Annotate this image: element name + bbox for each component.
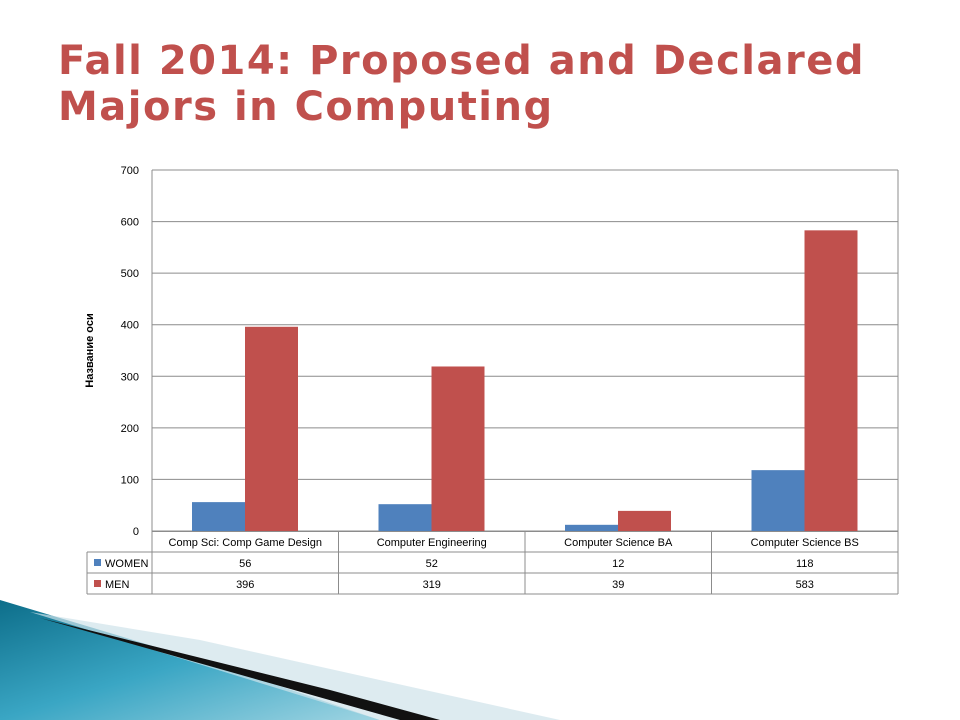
data-table-value: 118 bbox=[796, 558, 814, 570]
y-tick-label: 700 bbox=[121, 165, 139, 177]
data-table-value: 52 bbox=[426, 558, 438, 570]
data-table-value: 56 bbox=[239, 558, 251, 570]
bar-women-0 bbox=[192, 502, 245, 531]
bar-men-0 bbox=[245, 326, 298, 531]
x-category-label: Comp Sci: Comp Game Design bbox=[169, 537, 322, 549]
legend-key-men bbox=[94, 580, 101, 587]
y-tick-label: 100 bbox=[121, 474, 139, 486]
y-tick-label: 0 bbox=[133, 526, 139, 538]
data-table-value: 319 bbox=[423, 579, 441, 591]
legend-key-women bbox=[94, 559, 101, 566]
data-table-value: 396 bbox=[236, 579, 254, 591]
bar-men-1 bbox=[431, 366, 485, 531]
data-table-value: 583 bbox=[796, 579, 814, 591]
x-category-label: Computer Engineering bbox=[377, 537, 487, 549]
y-tick-label: 200 bbox=[121, 423, 139, 435]
y-tick-label: 600 bbox=[121, 217, 139, 229]
y-tick-label: 300 bbox=[121, 371, 139, 383]
y-tick-label: 500 bbox=[121, 268, 139, 280]
x-category-label: Computer Science BA bbox=[564, 537, 673, 549]
bar-men-2 bbox=[618, 510, 671, 531]
bar-women-1 bbox=[378, 504, 432, 531]
bar-women-3 bbox=[751, 470, 805, 531]
y-tick-label: 400 bbox=[121, 320, 139, 332]
legend-label: WOMEN bbox=[105, 558, 148, 570]
data-table-value: 12 bbox=[612, 558, 624, 570]
slide-title: Fall 2014: Proposed and Declared Majors … bbox=[58, 38, 865, 130]
legend-label: MEN bbox=[105, 579, 130, 591]
data-table-value: 39 bbox=[612, 579, 624, 591]
bar-men-3 bbox=[804, 230, 858, 532]
bar-women-2 bbox=[565, 524, 618, 531]
y-axis-title: Название оси bbox=[84, 313, 96, 387]
x-category-label: Computer Science BS bbox=[751, 537, 859, 549]
